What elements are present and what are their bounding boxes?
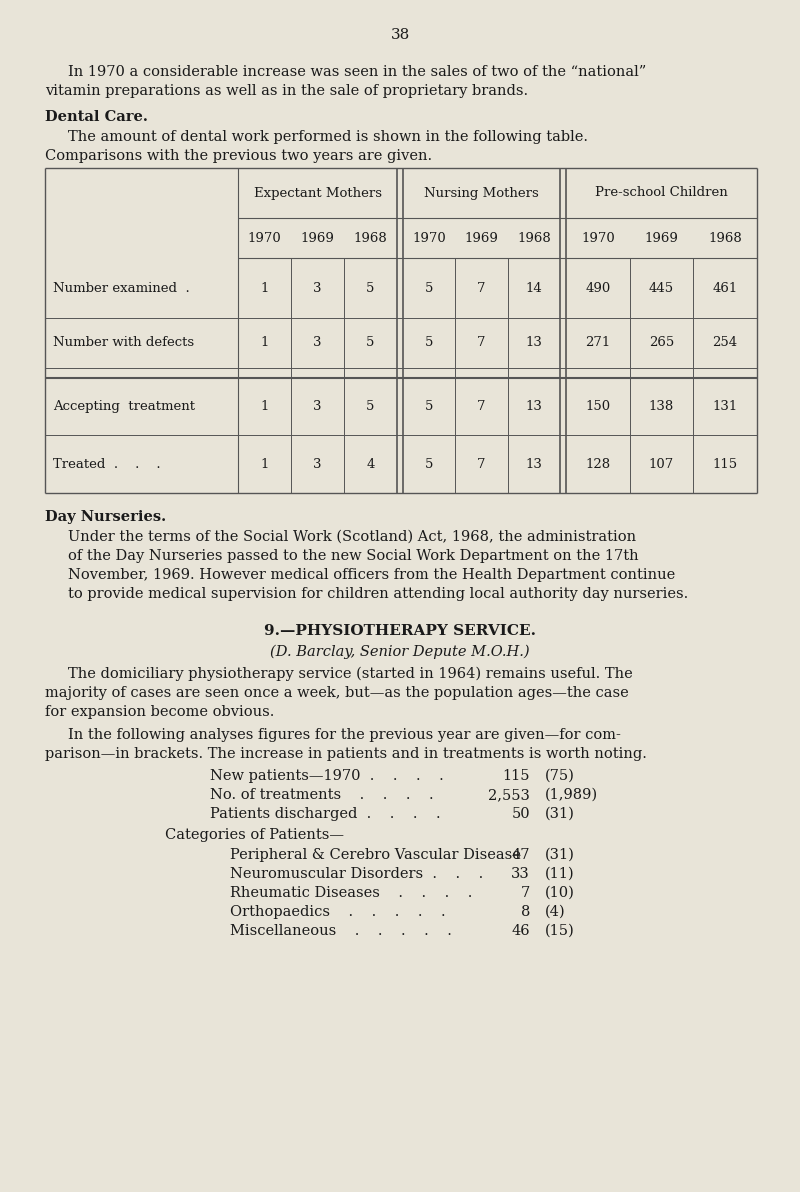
Text: vitamin preparations as well as in the sale of proprietary brands.: vitamin preparations as well as in the s… (45, 83, 528, 98)
Text: Under the terms of the Social Work (Scotland) Act, 1968, the administration: Under the terms of the Social Work (Scot… (68, 530, 636, 544)
Text: Pre-school Children: Pre-school Children (595, 186, 728, 199)
Text: 33: 33 (511, 867, 530, 881)
Text: Number examined  .: Number examined . (53, 281, 190, 294)
Text: Miscellaneous    .    .    .    .    .: Miscellaneous . . . . . (230, 924, 452, 938)
Text: parison—in brackets. The increase in patients and in treatments is worth noting.: parison—in brackets. The increase in pat… (45, 747, 647, 760)
Text: 5: 5 (425, 458, 434, 471)
Text: 1968: 1968 (354, 231, 387, 244)
Text: 265: 265 (649, 336, 674, 349)
Text: Dental Care.: Dental Care. (45, 110, 148, 124)
Text: 490: 490 (586, 281, 610, 294)
Text: (31): (31) (545, 848, 575, 862)
Text: Orthopaedics    .    .    .    .    .: Orthopaedics . . . . . (230, 905, 446, 919)
Text: 107: 107 (649, 458, 674, 471)
Text: (31): (31) (545, 807, 575, 821)
Text: 445: 445 (649, 281, 674, 294)
Text: 14: 14 (526, 281, 542, 294)
Text: 13: 13 (526, 458, 542, 471)
Text: Nursing Mothers: Nursing Mothers (424, 186, 539, 199)
Text: 7: 7 (478, 458, 486, 471)
Text: Rheumatic Diseases    .    .    .    .: Rheumatic Diseases . . . . (230, 886, 472, 900)
Text: Categories of Patients—: Categories of Patients— (165, 828, 344, 842)
Text: Accepting  treatment: Accepting treatment (53, 401, 195, 412)
Text: 1969: 1969 (465, 231, 498, 244)
Text: 5: 5 (425, 401, 434, 412)
Text: New patients—1970  .    .    .    .: New patients—1970 . . . . (210, 769, 444, 783)
Text: 115: 115 (713, 458, 738, 471)
Text: for expansion become obvious.: for expansion become obvious. (45, 704, 274, 719)
Text: 131: 131 (713, 401, 738, 412)
Text: 5: 5 (425, 336, 434, 349)
Text: 1970: 1970 (248, 231, 282, 244)
Text: Patients discharged  .    .    .    .: Patients discharged . . . . (210, 807, 441, 821)
Text: 5: 5 (425, 281, 434, 294)
Text: 3: 3 (314, 281, 322, 294)
Text: (D. Barclay, Senior Depute M.O.H.): (D. Barclay, Senior Depute M.O.H.) (270, 645, 530, 659)
Text: 13: 13 (526, 336, 542, 349)
Text: 3: 3 (314, 336, 322, 349)
Text: Day Nurseries.: Day Nurseries. (45, 510, 166, 524)
Text: 3: 3 (314, 458, 322, 471)
Text: 1: 1 (260, 458, 269, 471)
Text: 1970: 1970 (412, 231, 446, 244)
Text: 128: 128 (586, 458, 610, 471)
Text: 47: 47 (511, 848, 530, 862)
Text: 115: 115 (502, 769, 530, 783)
Text: 1970: 1970 (581, 231, 614, 244)
Text: 9.—PHYSIOTHERAPY SERVICE.: 9.—PHYSIOTHERAPY SERVICE. (264, 623, 536, 638)
Text: 8: 8 (521, 905, 530, 919)
Text: 1: 1 (260, 401, 269, 412)
Text: Number with defects: Number with defects (53, 336, 194, 349)
Text: 1968: 1968 (708, 231, 742, 244)
Text: of the Day Nurseries passed to the new Social Work Department on the 17th: of the Day Nurseries passed to the new S… (68, 550, 638, 563)
Text: Comparisons with the previous two years are given.: Comparisons with the previous two years … (45, 149, 432, 163)
Text: 138: 138 (649, 401, 674, 412)
Text: 3: 3 (314, 401, 322, 412)
Text: 271: 271 (586, 336, 610, 349)
Text: majority of cases are seen once a week, but—as the population ages—the case: majority of cases are seen once a week, … (45, 687, 629, 700)
Text: No. of treatments    .    .    .    .: No. of treatments . . . . (210, 788, 434, 802)
Text: 7: 7 (521, 886, 530, 900)
Text: 2,553: 2,553 (488, 788, 530, 802)
Text: 1969: 1969 (301, 231, 334, 244)
Text: 7: 7 (478, 336, 486, 349)
Text: 7: 7 (478, 401, 486, 412)
Text: Peripheral & Cerebro Vascular Disease: Peripheral & Cerebro Vascular Disease (230, 848, 521, 862)
Text: (1,989): (1,989) (545, 788, 598, 802)
Text: Expectant Mothers: Expectant Mothers (254, 186, 382, 199)
Text: 461: 461 (713, 281, 738, 294)
Text: 50: 50 (511, 807, 530, 821)
Text: The amount of dental work performed is shown in the following table.: The amount of dental work performed is s… (68, 130, 588, 144)
Text: 38: 38 (390, 27, 410, 42)
Text: 5: 5 (366, 336, 374, 349)
Text: In the following analyses figures for the previous year are given—for com-: In the following analyses figures for th… (68, 728, 621, 741)
Text: 7: 7 (478, 281, 486, 294)
Text: 13: 13 (526, 401, 542, 412)
Text: (4): (4) (545, 905, 566, 919)
Text: In 1970 a considerable increase was seen in the sales of two of the “national”: In 1970 a considerable increase was seen… (68, 66, 646, 79)
Text: to provide medical supervision for children attending local authority day nurser: to provide medical supervision for child… (68, 586, 688, 601)
Text: 254: 254 (713, 336, 738, 349)
Text: (75): (75) (545, 769, 575, 783)
Text: 4: 4 (366, 458, 374, 471)
Text: Treated  .    .    .: Treated . . . (53, 458, 161, 471)
Text: 5: 5 (366, 281, 374, 294)
Text: 150: 150 (586, 401, 610, 412)
Text: 1968: 1968 (517, 231, 550, 244)
Text: The domiciliary physiotherapy service (started in 1964) remains useful. The: The domiciliary physiotherapy service (s… (68, 668, 633, 682)
Text: (11): (11) (545, 867, 574, 881)
Text: 1: 1 (260, 281, 269, 294)
Text: 5: 5 (366, 401, 374, 412)
Text: (10): (10) (545, 886, 575, 900)
Text: Neuromuscular Disorders  .    .    .: Neuromuscular Disorders . . . (230, 867, 483, 881)
Text: 1969: 1969 (645, 231, 678, 244)
Text: (15): (15) (545, 924, 574, 938)
Text: 46: 46 (511, 924, 530, 938)
Text: 1: 1 (260, 336, 269, 349)
Text: November, 1969. However medical officers from the Health Department continue: November, 1969. However medical officers… (68, 569, 675, 582)
